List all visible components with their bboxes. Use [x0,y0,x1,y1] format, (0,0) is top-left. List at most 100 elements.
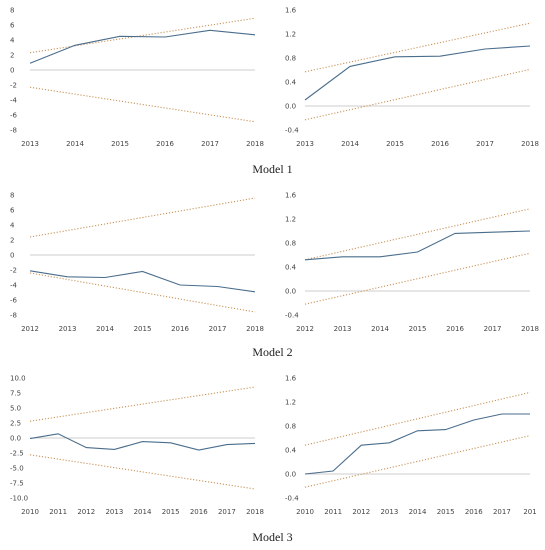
y-tick-label: -0.4 [285,495,299,503]
x-tick-label: 2013 [105,508,123,516]
y-tick-label: 7.5 [10,390,21,398]
upper-bound-line [29,386,256,422]
x-tick-label: 2014 [371,325,389,333]
upper-bound-line [29,17,256,54]
lower-bound-line [304,435,531,488]
x-tick-label: 2014 [96,325,114,333]
y-tick-label: 8 [10,7,14,15]
y-tick-label: 1.6 [285,7,297,15]
x-tick-label: 2016 [156,140,174,148]
y-tick-label: -4 [10,97,18,105]
x-tick-label: 2018 [521,325,539,333]
lower-bound-line [304,68,531,121]
x-tick-label: 2010 [21,508,39,516]
x-tick-label: 2014 [409,508,427,516]
x-tick-label: 2015 [386,140,404,148]
x-tick-label: 2015 [409,325,427,333]
x-tick-label: 2017 [493,508,511,516]
lower-bound-line [304,252,531,305]
series-line [29,270,256,293]
y-tick-label: 1.6 [285,192,297,200]
x-tick-label: 2015 [134,325,152,333]
y-tick-label: 1.2 [285,216,296,224]
x-tick-label: 2018 [246,325,264,333]
x-tick-label: 201 [523,508,536,516]
y-tick-label: 0 [10,252,14,260]
y-tick-label: -2 [10,82,17,90]
y-tick-label: -4 [10,282,18,290]
upper-bound-line [29,197,256,238]
chart-model2-right: 1.6 1.2 0.8 0.4 0.0 -0.4 2012 2013 2014 2015 2016 2… [285,192,539,334]
caption-model-2: Model 2 [252,345,293,359]
caption-model-1: Model 1 [252,162,293,176]
x-tick-label: 2018 [246,140,264,148]
series-line [304,230,531,261]
chart-model1-right: 1.6 1.2 0.8 0.4 0.0 -0.4 2013 2014 2015 2016 2017 2… [285,7,539,149]
y-tick-label: 8 [10,192,14,200]
x-tick-label: 2013 [334,325,352,333]
y-tick-label: 10.0 [10,375,26,383]
x-tick-label: 2013 [59,325,77,333]
y-tick-label: -7.5 [10,480,24,488]
x-tick-label: 2014 [341,140,359,148]
caption-model-3: Model 3 [252,530,293,544]
x-tick-label: 2015 [437,508,455,516]
x-tick-label: 2012 [296,325,314,333]
y-tick-label: 0.0 [285,471,296,479]
x-tick-label: 2016 [190,508,208,516]
y-tick-label: 2 [10,52,14,60]
upper-bound-line [304,208,531,261]
y-tick-label: 0.8 [285,55,296,63]
x-tick-label: 2012 [21,325,39,333]
x-tick-label: 2016 [465,508,483,516]
series-line [304,45,531,101]
y-tick-label: 0.0 [285,103,296,111]
y-tick-label: -8 [10,127,17,135]
y-tick-label: 1.2 [285,31,296,39]
x-tick-label: 2013 [380,508,398,516]
x-tick-label: 2017 [218,508,236,516]
y-tick-label: -6 [10,112,18,120]
y-tick-label: 0.8 [285,423,296,431]
x-tick-label: 2016 [446,325,464,333]
y-tick-label: -10.0 [10,495,28,503]
y-tick-label: 5.0 [10,405,21,413]
y-tick-label: 0.0 [10,435,21,443]
x-tick-label: 2013 [296,140,314,148]
y-tick-label: 6 [10,22,15,30]
y-tick-label: 4 [10,222,15,230]
lower-bound-line [29,86,256,123]
chart-model3-left: 10.0 7.5 5.0 2.5 0.0 -2.5 -5.0 -7.5 -10.0 2010 201… [10,375,264,517]
y-tick-label: 2 [10,237,14,245]
y-tick-label: 0.4 [285,79,297,87]
x-tick-label: 2017 [476,140,494,148]
x-tick-label: 2014 [134,508,152,516]
x-tick-label: 2017 [209,325,227,333]
series-line [29,433,256,451]
chart-model3-right: 1.6 1.2 0.8 0.4 0.0 -0.4 2010 2011 2012 2013 2014 2… [285,375,537,517]
x-tick-label: 2016 [171,325,189,333]
x-tick-label: 2018 [246,508,264,516]
y-tick-label: 1.2 [285,399,296,407]
lower-bound-line [29,272,256,313]
upper-bound-line [304,391,531,446]
x-tick-label: 2017 [484,325,502,333]
x-tick-label: 2015 [162,508,180,516]
y-tick-label: -0.4 [285,312,299,320]
x-tick-label: 2016 [431,140,449,148]
x-tick-label: 2014 [66,140,84,148]
x-tick-label: 2011 [324,508,342,516]
y-tick-label: 6 [10,207,15,215]
x-tick-label: 2015 [111,140,129,148]
y-tick-label: -2.5 [10,450,24,458]
x-tick-label: 2010 [296,508,314,516]
y-tick-label: -0.4 [285,127,299,135]
chart-model2-left: 8 6 4 2 0 -2 -4 -6 -8 2012 2013 2014 2015 2016 2017 201… [10,192,264,334]
series-line [29,29,256,64]
x-tick-label: 2012 [352,508,370,516]
y-tick-label: 0.8 [285,240,296,248]
y-tick-label: -6 [10,297,18,305]
series-line [304,413,530,475]
y-tick-label: 0 [10,67,14,75]
y-tick-label: -5.0 [10,465,24,473]
